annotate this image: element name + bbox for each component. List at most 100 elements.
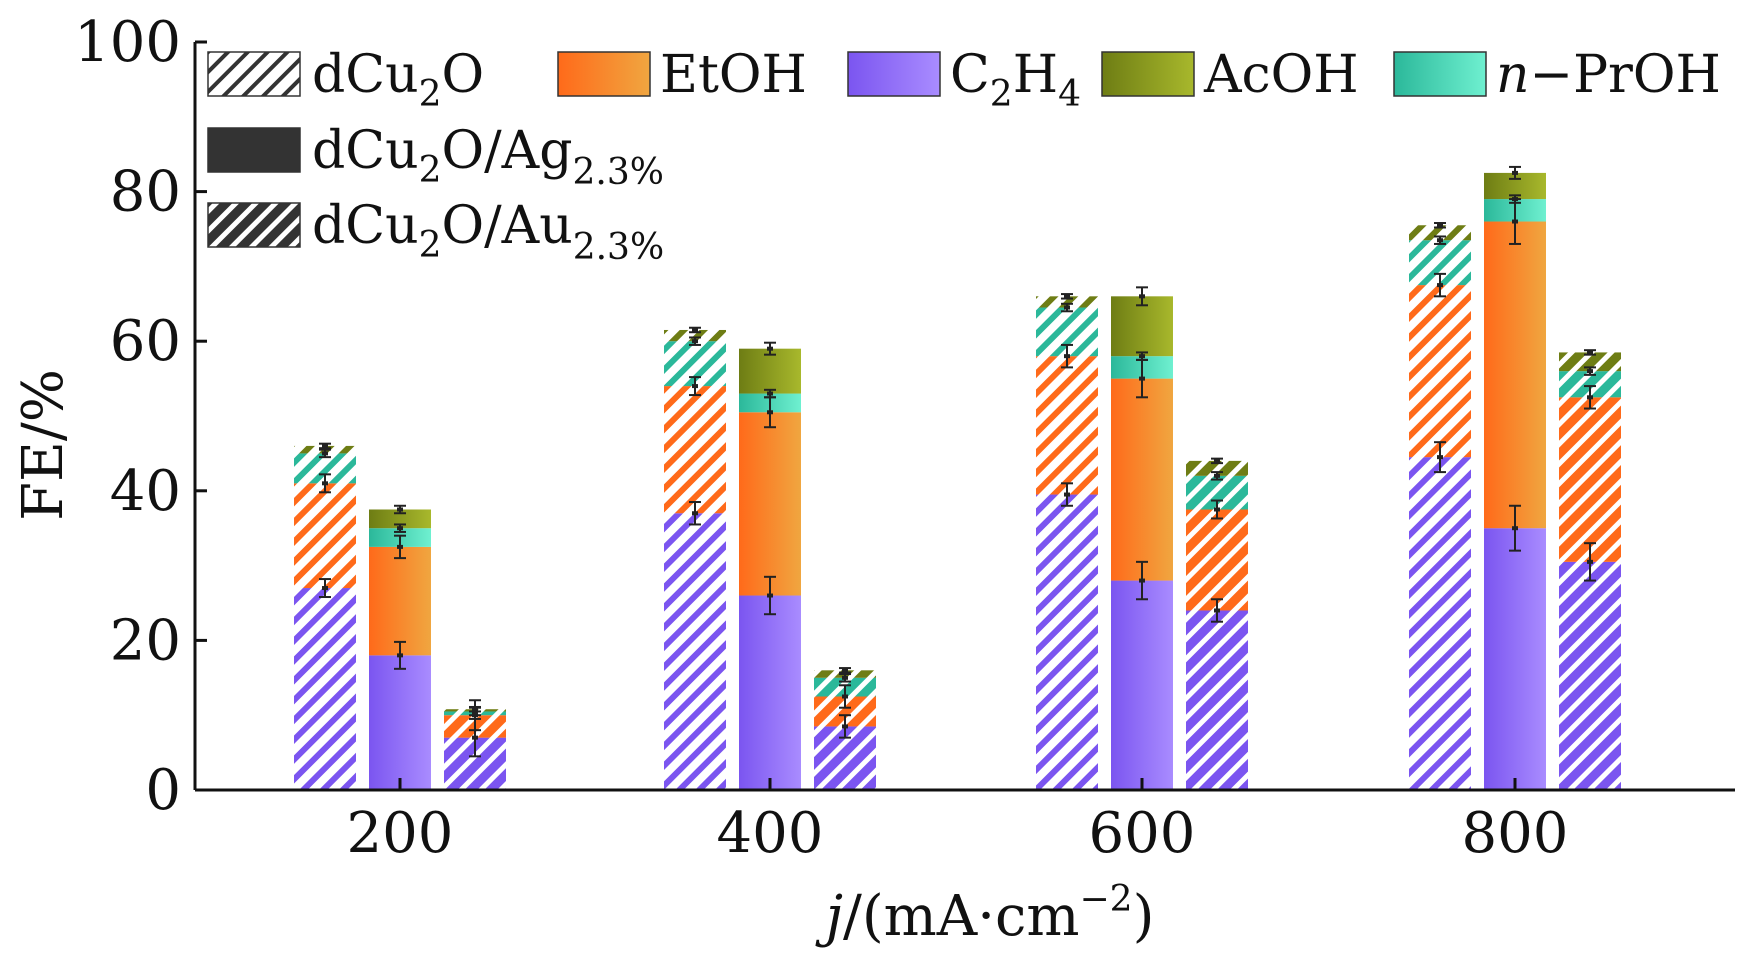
error-mean-marker (767, 346, 773, 351)
y-tick-label: 60 (110, 309, 181, 374)
bar-ag-200-etoh (369, 546, 431, 656)
bar-ag-400-acoh (739, 348, 801, 394)
legend-label-part: EtOH (660, 45, 807, 105)
bar-ag-200-acoh (369, 509, 431, 529)
x-tick-label: 200 (347, 801, 454, 866)
legend-label-part: dCu (312, 45, 419, 105)
error-mean-marker (322, 481, 328, 486)
axes-group: 0 20 40 60 80 100 200 400 600 800 (74, 10, 1735, 866)
legend-label-sub: 2.3% (572, 152, 663, 193)
legend-label-part: O (441, 45, 484, 105)
error-mean-marker (397, 507, 403, 512)
bar-series-group (294, 172, 1621, 790)
error-mean-marker (1512, 526, 1518, 531)
bar-au-800-c2h4 (1559, 561, 1621, 790)
legend-label-part: 2 (990, 74, 1013, 115)
legend-swatch-c2h4 (847, 51, 941, 97)
y-tick-label: 20 (110, 608, 181, 673)
error-mean-marker (397, 544, 403, 549)
bar-dcu2o-400-acoh (664, 329, 726, 342)
bar-dcu2o-200-c2h4 (294, 588, 356, 790)
error-mean-marker (1064, 354, 1070, 359)
y-axis-label: FE/% (11, 369, 76, 521)
bar-dcu2o-400-c2h4 (664, 513, 726, 790)
legend-label-sub: 2 (419, 150, 442, 191)
x-tick-label: 400 (717, 801, 824, 866)
legend-label-part: O/Ag (441, 121, 572, 181)
legend-label-part: AcOH (1203, 45, 1359, 105)
legend-label-part: dCu (312, 196, 419, 256)
error-mean-marker (322, 443, 328, 448)
error-mean-marker (1214, 507, 1220, 512)
legend-swatch-ag (207, 127, 301, 173)
legend-label-au: dCu2O/Au2.3% (312, 196, 664, 268)
error-mean-marker (1139, 354, 1145, 359)
bar-dcu2o-600-etoh (1036, 356, 1098, 495)
error-mean-marker (397, 526, 403, 531)
bar-ag-600-c2h4 (1111, 580, 1173, 790)
bar-ag-400-etoh (739, 412, 801, 596)
legend-label-part: O/Au (441, 196, 572, 256)
legend-label-part: 4 (1058, 74, 1081, 115)
legend-label-etoh: EtOH (660, 45, 807, 105)
error-mean-marker (842, 668, 848, 673)
legend-label-dcu2o: dCu2O (312, 45, 484, 115)
error-mean-marker (1587, 559, 1593, 564)
x-axis-label-unit: /(mA·cm (843, 884, 1080, 949)
error-mean-marker (767, 593, 773, 598)
legend-swatch-acoh (1101, 51, 1195, 97)
legend-swatch-etoh (557, 51, 651, 97)
legend-label-ag: dCu2O/Ag2.3% (312, 121, 664, 193)
bar-dcu2o-600-acoh (1036, 296, 1098, 308)
legend-label-c2h4: C2H4 (950, 45, 1081, 115)
x-tick-label: 600 (1089, 801, 1196, 866)
error-mean-marker (1587, 369, 1593, 374)
legend-swatch-npoh (1393, 51, 1487, 97)
error-mean-marker (1139, 578, 1145, 583)
error-bar-group (319, 165, 1596, 758)
bar-dcu2o-800-acoh (1409, 225, 1471, 241)
error-mean-marker (472, 707, 478, 712)
legend-swatch-au (207, 202, 301, 248)
legend-label-sub: 2 (419, 225, 442, 266)
legend-label-sub: 2.3% (573, 227, 664, 268)
error-mean-marker (842, 675, 848, 680)
y-tick-label: 100 (74, 10, 181, 75)
bar-au-800-acoh (1559, 352, 1621, 372)
error-mean-marker (692, 327, 698, 332)
error-mean-marker (1064, 492, 1070, 497)
error-mean-marker (1064, 305, 1070, 310)
bar-dcu2o-200-etoh (294, 483, 356, 589)
error-mean-marker (1437, 283, 1443, 288)
bar-ag-600-etoh (1111, 378, 1173, 581)
legend-label-sub: 2 (419, 74, 442, 115)
error-mean-marker (322, 451, 328, 456)
error-mean-marker (1437, 455, 1443, 460)
error-mean-marker (472, 735, 478, 740)
x-axis-label-var: j (815, 884, 843, 949)
legend-label-part: dCu (312, 121, 419, 181)
y-tick-label: 80 (110, 160, 181, 225)
legend-label-part: H (1013, 45, 1058, 105)
x-tick-label: 800 (1462, 801, 1569, 866)
legend-label-npoh: n−PrOH (1496, 45, 1721, 105)
error-mean-marker (1214, 458, 1220, 463)
legend-label-part: C (950, 45, 990, 105)
bar-dcu2o-800-etoh (1409, 285, 1471, 458)
y-tick-label: 40 (110, 459, 181, 524)
bar-au-800-etoh (1559, 397, 1621, 562)
error-mean-marker (1587, 395, 1593, 400)
bar-dcu2o-600-c2h4 (1036, 494, 1098, 790)
error-mean-marker (767, 391, 773, 396)
error-mean-marker (692, 339, 698, 344)
bar-ag-200-c2h4 (369, 655, 431, 790)
error-mean-marker (1512, 219, 1518, 224)
y-tick-label: 0 (145, 758, 181, 823)
bar-ag-400-c2h4 (739, 595, 801, 790)
error-mean-marker (1437, 238, 1443, 243)
error-mean-marker (842, 694, 848, 699)
error-mean-marker (1214, 608, 1220, 613)
bar-dcu2o-400-etoh (664, 386, 726, 514)
error-mean-marker (692, 384, 698, 389)
